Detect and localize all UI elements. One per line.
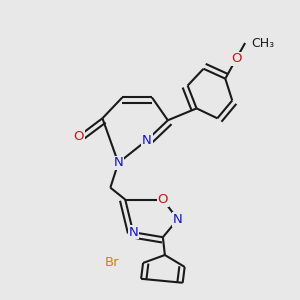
Text: O: O (74, 130, 84, 142)
Text: N: N (142, 134, 152, 147)
Text: N: N (113, 156, 123, 170)
Text: CH₃: CH₃ (251, 37, 274, 50)
Text: O: O (231, 52, 242, 65)
Text: N: N (128, 226, 138, 239)
Text: O: O (158, 193, 168, 206)
Text: N: N (173, 213, 183, 226)
Text: Br: Br (105, 256, 120, 269)
